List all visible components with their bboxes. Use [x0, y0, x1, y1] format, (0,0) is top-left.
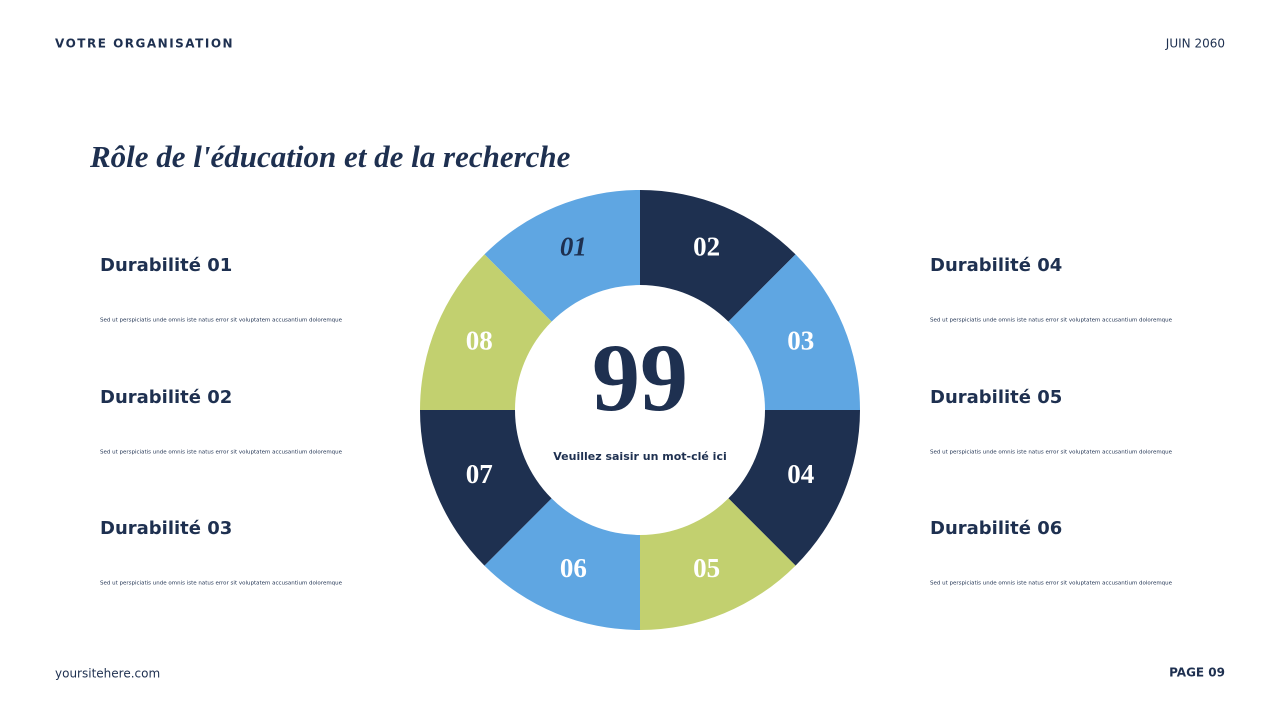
slide-title: Rôle de l'éducation et de la recherche [89, 139, 571, 174]
center-number: 99 [592, 324, 688, 431]
item-text: Sed ut perspiciatis unde omnis iste natu… [100, 450, 343, 456]
item-title: Durabilité 06 [930, 518, 1062, 539]
items: Durabilité 01 Sed ut perspiciatis unde om… [100, 255, 1173, 587]
center-caption: Veuillez saisir un mot-clé ici [553, 450, 727, 463]
organisation: VOTRE ORGANISATION [55, 37, 234, 51]
segment-label: 03 [787, 326, 814, 356]
item-title: Durabilité 02 [100, 387, 232, 408]
website: yoursitehere.com [55, 667, 160, 681]
ring: 01 02 03 04 05 06 07 08 [420, 190, 860, 630]
item-text: Sed ut perspiciatis unde omnis iste natu… [100, 581, 343, 587]
segment-label: 06 [560, 553, 587, 583]
segment-label: 02 [693, 231, 720, 261]
item-title: Durabilité 03 [100, 518, 232, 539]
segment [420, 254, 553, 410]
segment-label: 01 [560, 231, 587, 261]
item-text: Sed ut perspiciatis unde omnis iste natu… [100, 318, 343, 324]
item-title: Durabilité 04 [930, 255, 1062, 276]
segment [484, 190, 640, 323]
segment [640, 497, 796, 630]
segment-label: 04 [787, 459, 814, 489]
segment [727, 410, 860, 566]
segment-label: 07 [466, 459, 493, 489]
item-text: Sed ut perspiciatis unde omnis iste natu… [930, 450, 1173, 456]
date: JUIN 2060 [1165, 37, 1225, 51]
item-text: Sed ut perspiciatis unde omnis iste natu… [930, 318, 1173, 324]
segment-label: 08 [466, 326, 493, 356]
segment [484, 497, 640, 630]
item-title: Durabilité 05 [930, 387, 1062, 408]
item-text: Sed ut perspiciatis unde omnis iste natu… [930, 581, 1173, 587]
segment-label: 05 [693, 553, 720, 583]
item-title: Durabilité 01 [100, 255, 232, 276]
segment [640, 190, 796, 323]
segment [420, 410, 553, 566]
page-number: PAGE 09 [1169, 666, 1225, 680]
center-disc [515, 285, 765, 535]
segment [727, 254, 860, 410]
